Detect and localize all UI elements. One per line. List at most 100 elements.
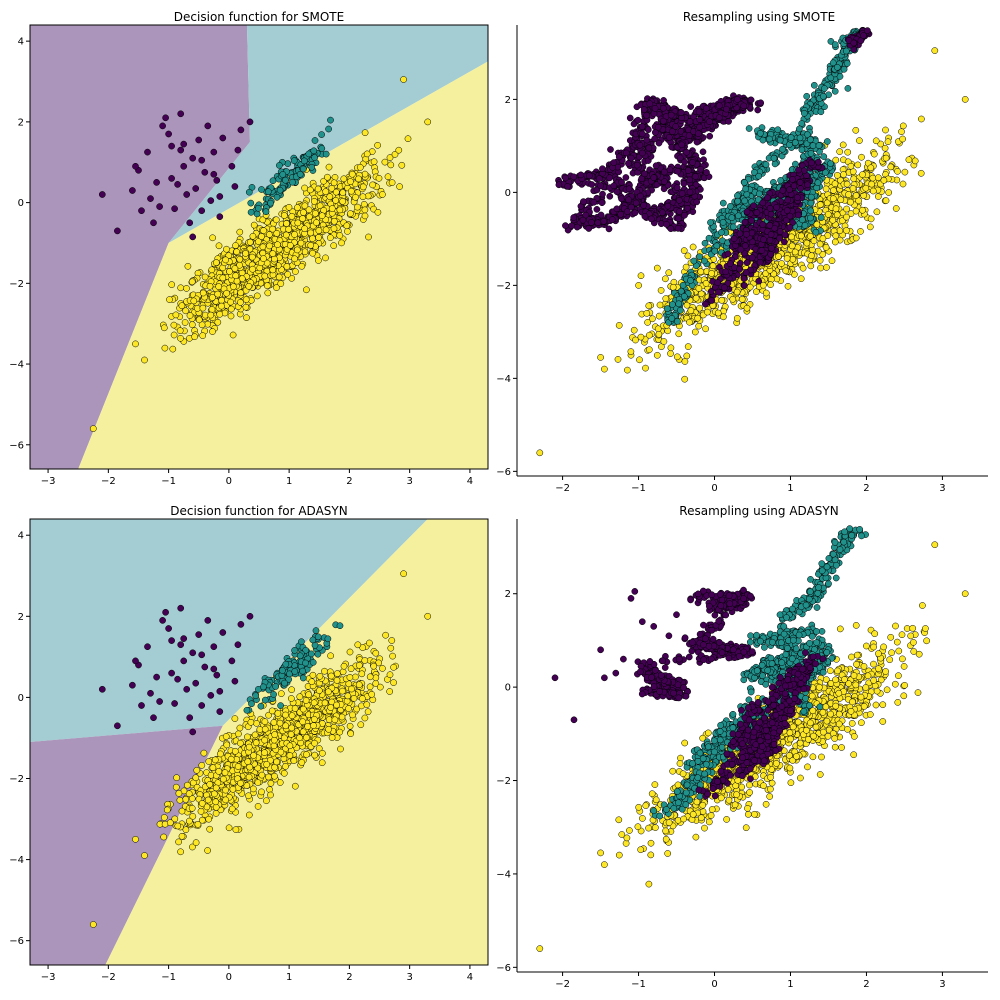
point-class-0 [638, 130, 646, 138]
point-class-1 [262, 208, 270, 216]
point-class-2 [667, 350, 674, 357]
point-class-2 [819, 250, 827, 258]
point-class-1 [325, 125, 332, 133]
point-class-2 [285, 203, 293, 211]
point-class-2 [294, 204, 301, 211]
y-tick-label: 0 [18, 198, 24, 209]
point-class-2 [370, 158, 378, 166]
point-class-0 [613, 205, 621, 213]
point-class-1 [311, 137, 319, 144]
axes-frame [29, 24, 489, 470]
point-class-2 [868, 180, 875, 188]
point-class-0 [183, 191, 191, 198]
point-class-0 [638, 123, 646, 130]
point-class-2 [294, 219, 302, 227]
point-class-2 [660, 338, 668, 345]
point-class-2 [338, 239, 345, 247]
point-class-2 [222, 256, 229, 264]
point-class-2 [654, 325, 662, 333]
point-class-1 [817, 214, 825, 221]
point-class-2 [198, 321, 206, 329]
y-tick-label: 4 [18, 37, 24, 48]
point-class-1 [774, 126, 782, 134]
point-class-0 [114, 227, 121, 235]
point-class-1 [273, 193, 281, 201]
point-class-2 [775, 253, 782, 260]
point-class-2 [352, 193, 359, 201]
point-class-2 [810, 237, 818, 245]
point-class-0 [597, 182, 604, 190]
point-class-2 [215, 242, 223, 250]
point-class-0 [132, 162, 139, 170]
point-class-2 [207, 311, 215, 319]
point-class-0 [600, 217, 608, 225]
point-class-0 [667, 111, 675, 119]
point-class-0 [192, 185, 200, 192]
point-class-0 [570, 173, 578, 181]
point-class-2 [681, 358, 689, 365]
point-class-2 [684, 252, 692, 260]
point-class-2 [375, 174, 383, 182]
point-class-0 [186, 219, 194, 227]
point-class-0 [633, 161, 641, 169]
point-class-2 [615, 322, 623, 329]
point-class-2 [718, 296, 726, 304]
point-class-2 [243, 314, 250, 322]
point-class-0 [618, 195, 625, 203]
point-class-0 [655, 139, 663, 147]
point-class-1 [305, 150, 313, 158]
point-class-0 [659, 209, 666, 217]
point-class-2 [374, 141, 381, 149]
point-class-0 [562, 222, 569, 229]
point-class-2 [738, 295, 746, 303]
point-class-2 [170, 321, 178, 329]
point-class-2 [248, 253, 256, 261]
point-class-2 [273, 230, 281, 237]
point-class-0 [210, 148, 218, 156]
point-class-2 [285, 225, 292, 233]
point-class-2 [386, 154, 394, 161]
point-class-2 [209, 328, 216, 335]
point-class-2 [327, 234, 334, 242]
point-class-0 [641, 170, 648, 178]
point-class-2 [322, 254, 329, 262]
point-class-2 [264, 289, 272, 297]
point-class-2 [277, 280, 285, 287]
point-class-1 [807, 214, 814, 222]
point-class-0 [724, 250, 732, 258]
point-class-2 [709, 262, 717, 270]
point-class-2 [314, 185, 322, 193]
point-class-0 [647, 215, 655, 223]
point-class-1 [675, 300, 683, 308]
point-class-0 [147, 195, 154, 202]
point-class-2 [899, 135, 906, 143]
point-class-2 [237, 289, 245, 297]
point-class-2 [330, 225, 338, 232]
point-class-2 [918, 115, 925, 123]
point-class-1 [817, 108, 825, 116]
point-class-2 [767, 281, 774, 289]
point-class-2 [845, 191, 852, 198]
point-class-0 [573, 223, 581, 231]
chart-title: Resampling using SMOTE [683, 10, 835, 24]
point-class-0 [216, 213, 224, 221]
point-class-2 [791, 248, 799, 256]
point-class-2 [788, 233, 795, 241]
point-class-2 [884, 138, 892, 146]
point-class-2 [355, 175, 362, 183]
point-class-2 [237, 299, 244, 306]
point-class-0 [696, 116, 704, 123]
point-class-2 [901, 168, 909, 176]
point-class-0 [165, 130, 172, 138]
point-class-0 [687, 103, 695, 110]
point-class-0 [684, 167, 692, 174]
point-class-2 [720, 313, 727, 321]
point-class-2 [384, 173, 392, 181]
point-class-2 [653, 351, 661, 359]
x-tick-label: 4 [467, 476, 473, 487]
point-class-1 [842, 47, 850, 55]
point-class-2 [293, 246, 301, 254]
point-class-2 [644, 319, 651, 326]
point-class-1 [719, 199, 727, 207]
point-class-0 [643, 136, 651, 144]
